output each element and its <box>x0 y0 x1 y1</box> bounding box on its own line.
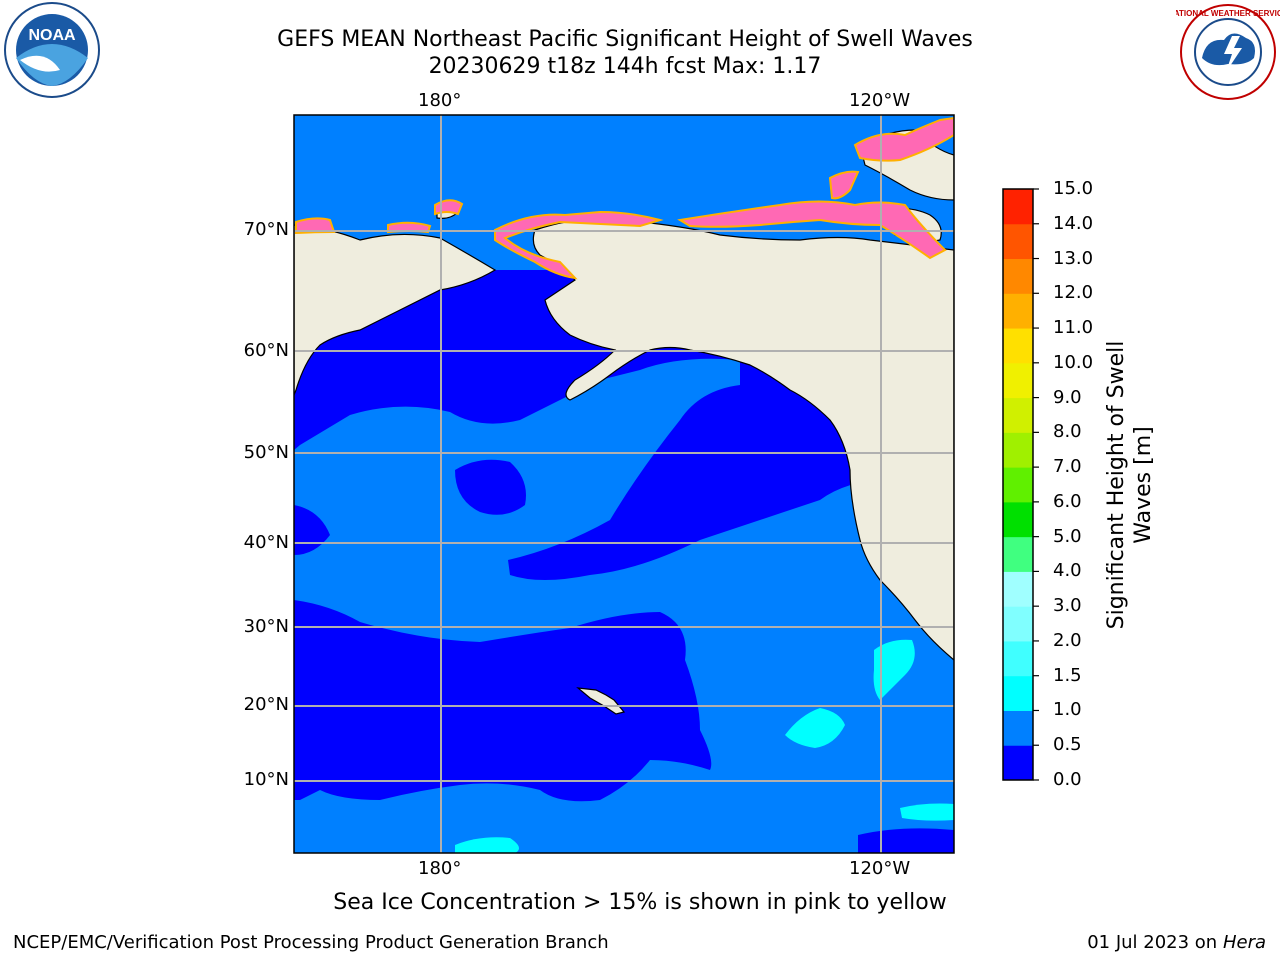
colorbar-segment <box>1003 397 1033 433</box>
colorbar-tick-label: 4.0 <box>1053 560 1082 582</box>
lon-label-bottom-180: 180° <box>418 858 462 879</box>
colorbar-segment <box>1003 432 1033 468</box>
map-area <box>294 115 954 853</box>
colorbar-title: Significant Height of Swell Waves [m] <box>1103 341 1157 630</box>
colorbar-tick-label: 15.0 <box>1053 178 1094 199</box>
lat-label-50n: 50°N <box>243 442 289 463</box>
lat-label-30n: 30°N <box>243 616 289 637</box>
colorbar-tick-label: 12.0 <box>1053 282 1094 304</box>
colorbar-tick-label: 3.0 <box>1053 595 1082 617</box>
colorbar-segment <box>1003 501 1033 538</box>
colorbar-segment <box>1003 189 1033 225</box>
colorbar-segment <box>1003 675 1033 711</box>
lat-label-70n: 70°N <box>243 219 289 240</box>
lat-label-40n: 40°N <box>243 532 289 553</box>
colorbar-segment <box>1003 606 1033 642</box>
colorbar-tick-label: 8.0 <box>1053 421 1082 443</box>
lat-label-20n: 20°N <box>243 694 289 715</box>
lon-label-top-120w: 120°W <box>849 90 911 111</box>
colorbar-tick-label: 13.0 <box>1053 247 1094 269</box>
lon-label-top-180: 180° <box>418 90 462 111</box>
sea-ice <box>295 116 954 280</box>
colorbar-tick-label: 7.0 <box>1053 456 1082 478</box>
colorbar-segment <box>1003 362 1033 399</box>
colorbar-tick-label: 1.5 <box>1053 664 1082 686</box>
colorbar-segment <box>1003 293 1033 329</box>
lon-label-bottom-120w: 120°W <box>849 858 911 879</box>
noaa-logo: NOAA <box>4 2 100 98</box>
colorbar-tick-label: 14.0 <box>1053 212 1094 234</box>
colorbar-tick-label: 2.0 <box>1053 629 1082 651</box>
colorbar-frame <box>1002 188 1034 781</box>
colorbar-segment <box>1003 710 1033 746</box>
colorbar-title-line2: Waves [m] <box>1131 426 1156 544</box>
colorbar-tick-label: 10.0 <box>1053 351 1094 373</box>
chart-subtitle: 20230629 t18z 144h fcst Max: 1.17 <box>428 54 822 79</box>
colorbar-tick-label: 11.0 <box>1053 317 1094 339</box>
colorbar-segment <box>1003 223 1033 260</box>
colorbar-segment <box>1003 536 1033 572</box>
nws-logo: NATIONAL WEATHER SERVICE <box>1176 4 1280 100</box>
footer-date-text: 01 Jul 2023 on <box>1087 932 1218 953</box>
colorbar <box>1002 188 1039 781</box>
colorbar-segment <box>1003 467 1033 503</box>
colorbar-tick-label: 0.5 <box>1053 734 1082 756</box>
noaa-logo-text: NOAA <box>28 27 76 44</box>
colorbar-segment <box>1003 328 1033 364</box>
colorbar-tick-label: 0.0 <box>1053 769 1082 790</box>
colorbar-segment <box>1003 745 1033 781</box>
colorbar-title-line1: Significant Height of Swell <box>1104 340 1129 630</box>
colorbar-segment <box>1003 258 1033 294</box>
map-frame <box>293 114 955 854</box>
lat-label-60n: 60°N <box>243 340 289 361</box>
colorbar-tick-label: 6.0 <box>1053 490 1082 512</box>
sea-ice-note: Sea Ice Concentration > 15% is shown in … <box>333 890 947 915</box>
footer-host: Hera <box>1222 932 1266 953</box>
colorbar-tick-label: 1.0 <box>1053 699 1082 721</box>
colorbar-segment <box>1003 571 1033 607</box>
swell-1.0-1.5-regions <box>455 639 954 853</box>
footer-branch: NCEP/EMC/Verification Post Processing Pr… <box>13 932 609 953</box>
colorbar-segment <box>1003 640 1033 677</box>
colorbar-tick-label: 9.0 <box>1053 386 1082 408</box>
svg-text:NATIONAL WEATHER SERVICE: NATIONAL WEATHER SERVICE <box>1176 9 1280 18</box>
lat-label-10n: 10°N <box>243 769 289 790</box>
footer-date: 01 Jul 2023 on Hera <box>1087 932 1266 953</box>
chart-title: GEFS MEAN Northeast Pacific Significant … <box>277 27 973 52</box>
graticule <box>294 115 954 853</box>
colorbar-tick-label: 5.0 <box>1053 525 1082 547</box>
